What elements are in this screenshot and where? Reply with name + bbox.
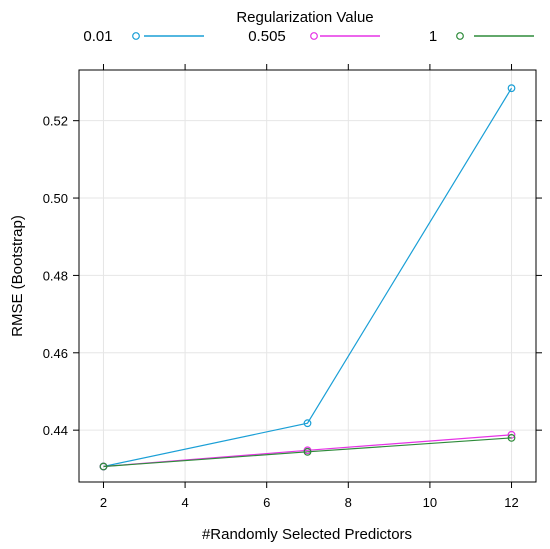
x-tick-label: 12 [504,495,518,510]
legend-marker [132,32,140,40]
series-line-2 [103,437,512,468]
legend-marker [310,32,318,40]
legend-label: 0.01 [83,28,112,45]
plot-frame [78,69,537,483]
y-tick-label: 0.50 [43,191,68,206]
x-tick-label: 8 [345,495,352,510]
axis-ticks: 2 4 6 8 10 12 0.44 0.46 0.48 0.50 0.52 [43,64,542,510]
series-line-0 [103,87,513,468]
data-point [507,433,516,442]
legend-label: 1 [429,28,437,45]
x-tick-label: 2 [100,495,107,510]
y-tick-label: 0.44 [43,423,68,438]
data-point [507,84,516,93]
x-axis-label: #Randomly Selected Predictors [202,526,412,543]
y-tick-label: 0.48 [43,268,68,283]
data-point [303,419,312,428]
x-tick-label: 10 [423,495,437,510]
data-point [303,447,312,456]
data-point [507,430,516,439]
data-point [99,462,108,471]
series-layer [99,84,516,471]
legend: 0.01 0.505 1 [83,28,534,45]
x-tick-label: 6 [263,495,270,510]
y-tick-label: 0.46 [43,346,68,361]
x-tick-label: 4 [181,495,188,510]
legend-marker [456,32,464,40]
legend-title: Regularization Value [236,9,373,26]
grid [79,70,536,482]
y-tick-label: 0.52 [43,114,68,129]
legend-label: 0.505 [248,28,286,45]
y-axis-label: RMSE (Bootstrap) [9,215,26,337]
